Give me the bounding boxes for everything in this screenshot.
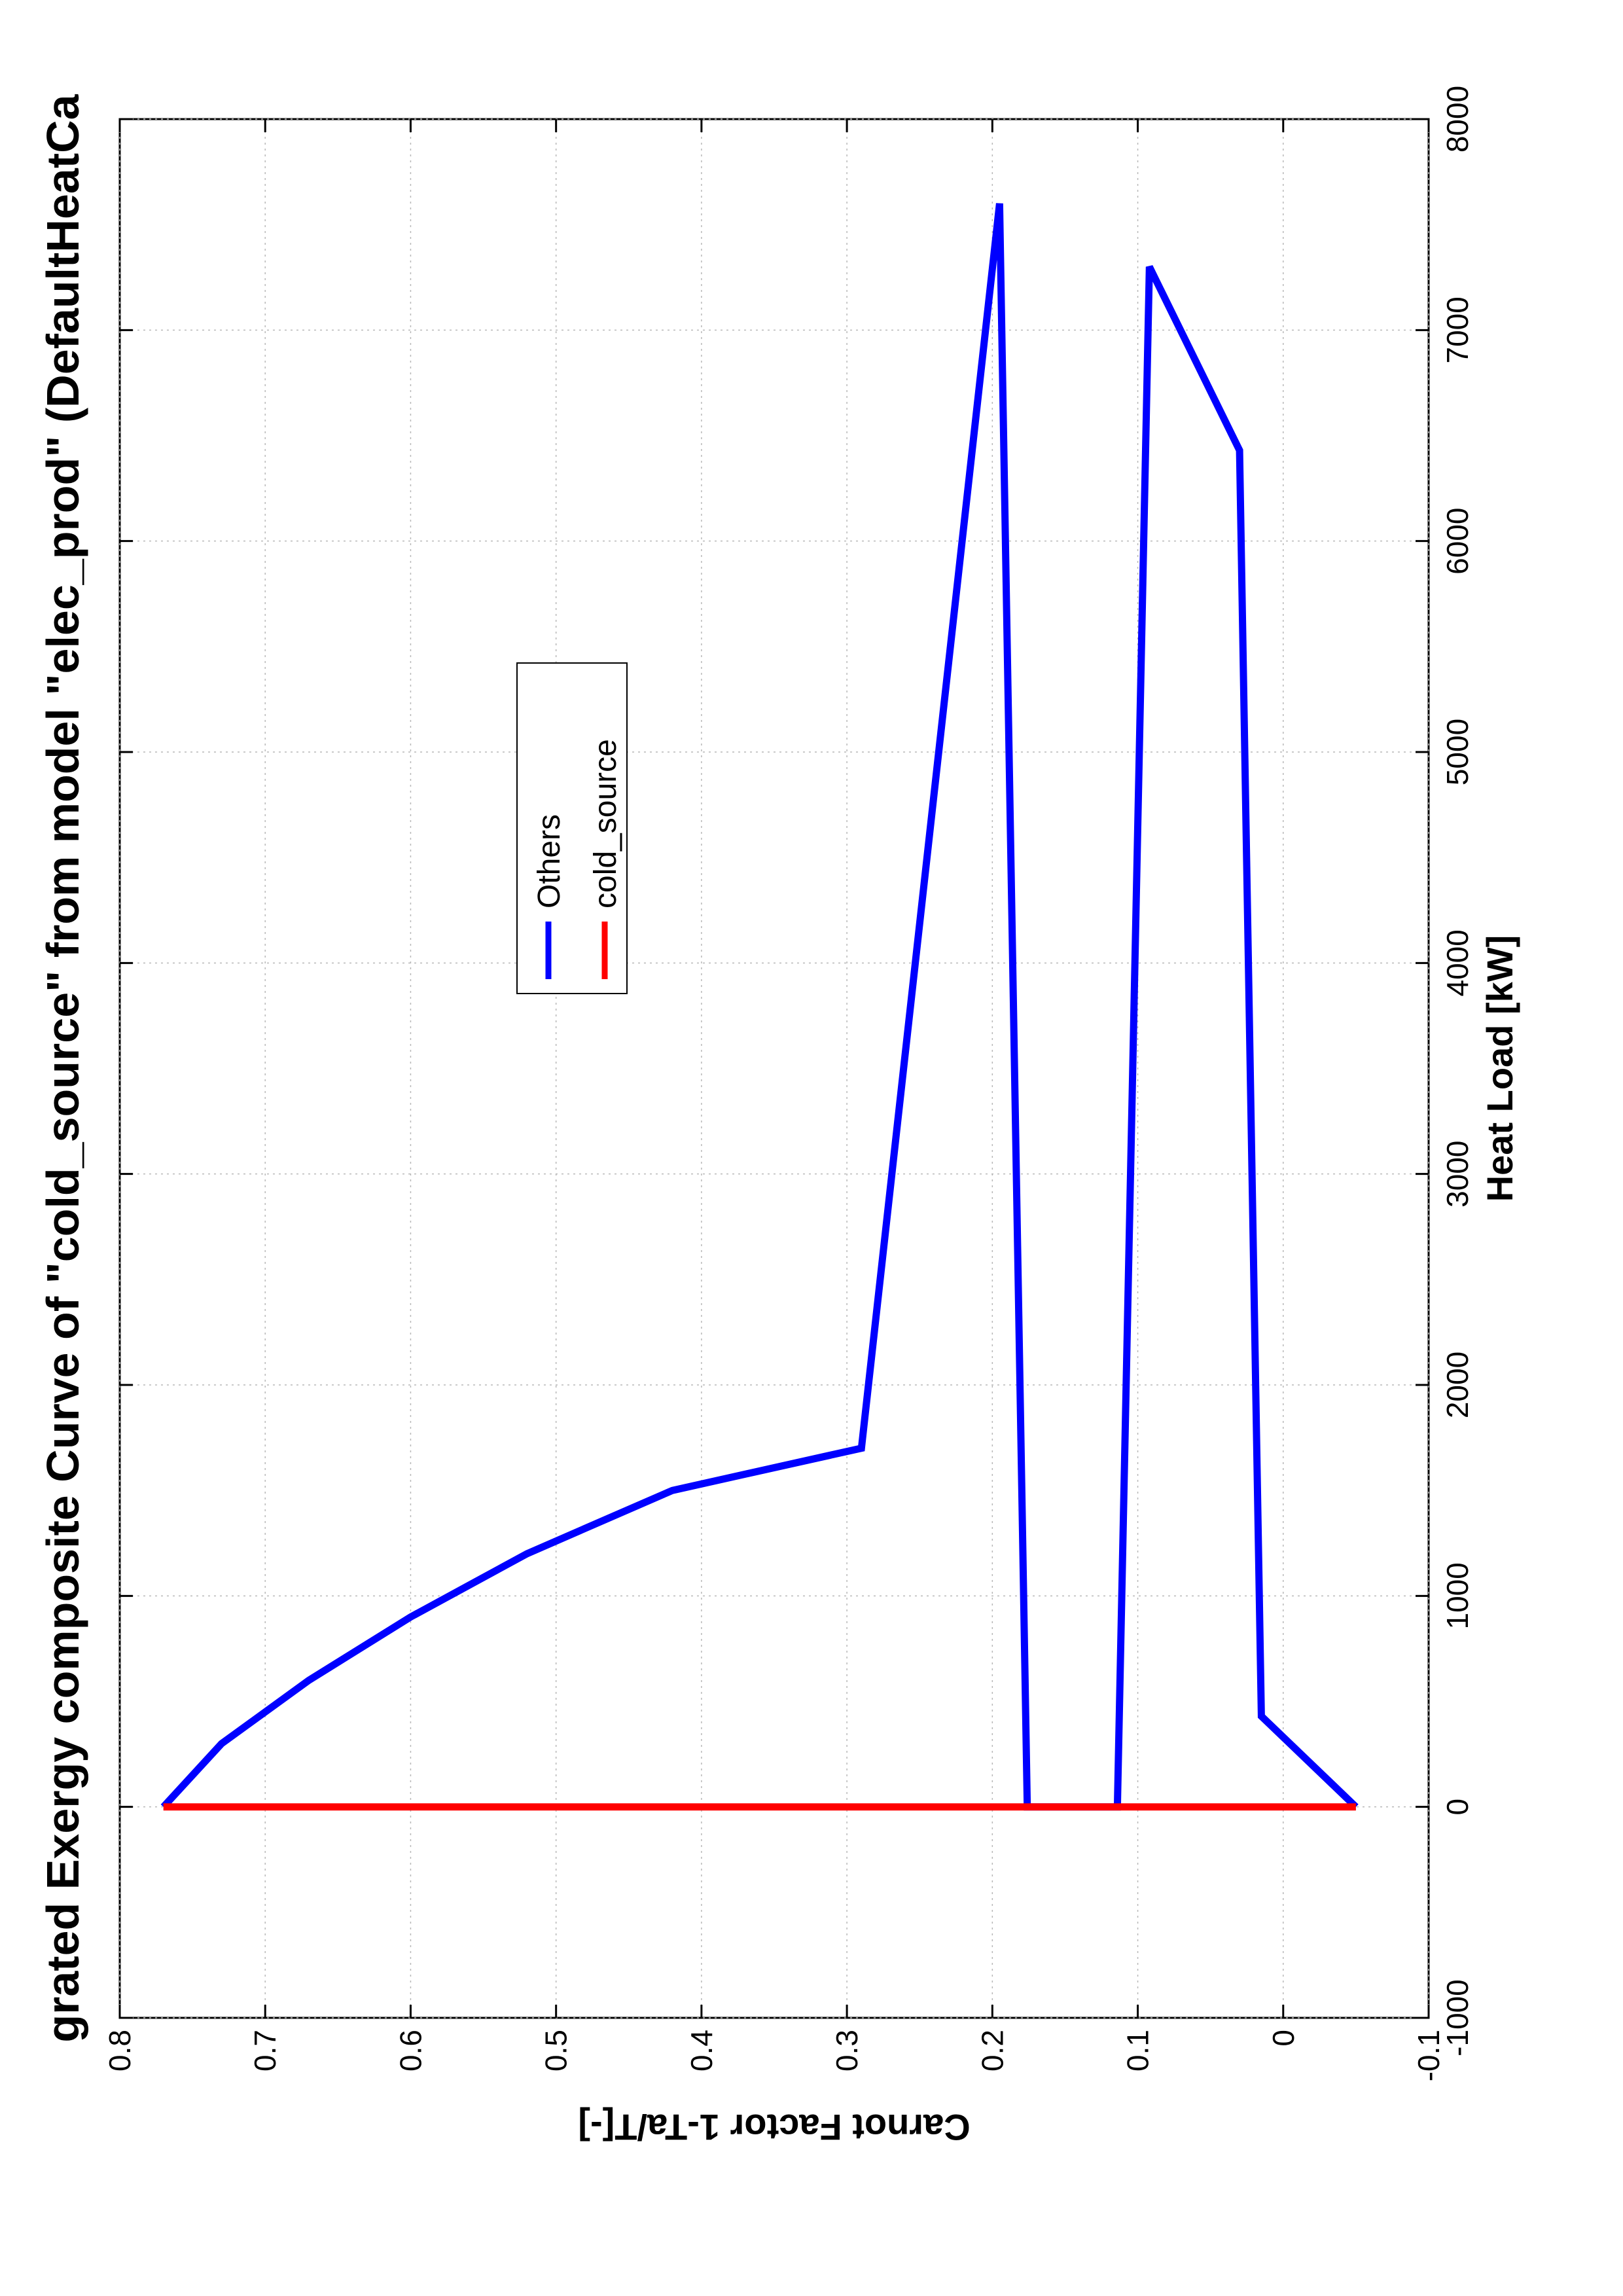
series-line-others	[160, 203, 1359, 1811]
x-tick-label: -1000	[1440, 1979, 1474, 2056]
y-tick-label: 0.5	[539, 2030, 573, 2072]
x-tick-label: 8000	[1440, 86, 1474, 152]
y-axis-ticks: -0.1 0 0.1 0.2 0.3 0.4 0.5 0.6 0.7 0.8	[103, 119, 1446, 2081]
y-tick-label: 0	[1266, 2030, 1300, 2047]
legend: Others cold_source	[516, 662, 628, 994]
x-tick-label: 1000	[1440, 1562, 1474, 1629]
y-tick-label: 0.1	[1121, 2030, 1155, 2072]
legend-label-cold-source: cold_source	[588, 739, 623, 908]
y-tick-label: 0.7	[248, 2030, 282, 2072]
series-lines	[160, 203, 1359, 1811]
y-tick-label: 0.2	[975, 2030, 1009, 2072]
y-tick-label: 0.4	[685, 2030, 719, 2072]
y-tick-label: 0.8	[103, 2030, 137, 2072]
chart-title: grated Exergy composite Curve of "cold_s…	[37, 94, 88, 2042]
x-axis-ticks: -1000 0 1000 2000 3000 4000 5000 6000 7000 8000	[120, 86, 1474, 2056]
x-tick-label: 4000	[1440, 929, 1474, 996]
y-tick-label: 0.6	[393, 2030, 427, 2072]
x-tick-label: 6000	[1440, 507, 1474, 574]
x-tick-label: 2000	[1440, 1352, 1474, 1418]
x-axis-label: Heat Load [kW]	[1479, 935, 1520, 1202]
grid-lines	[119, 118, 1429, 2018]
legend-label-others: Others	[532, 814, 567, 908]
x-tick-label: 7000	[1440, 296, 1474, 363]
x-tick-label: 3000	[1440, 1140, 1474, 1207]
x-tick-label: 5000	[1440, 719, 1474, 785]
y-axis-label: Carnot Factor 1-Ta/T[-]	[578, 2107, 970, 2148]
y-tick-label: 0.3	[830, 2030, 864, 2072]
y-tick-label: -0.1	[1412, 2030, 1446, 2081]
x-tick-label: 0	[1440, 1799, 1474, 1816]
legend-box	[516, 662, 628, 994]
plot-frame	[118, 118, 1430, 2019]
